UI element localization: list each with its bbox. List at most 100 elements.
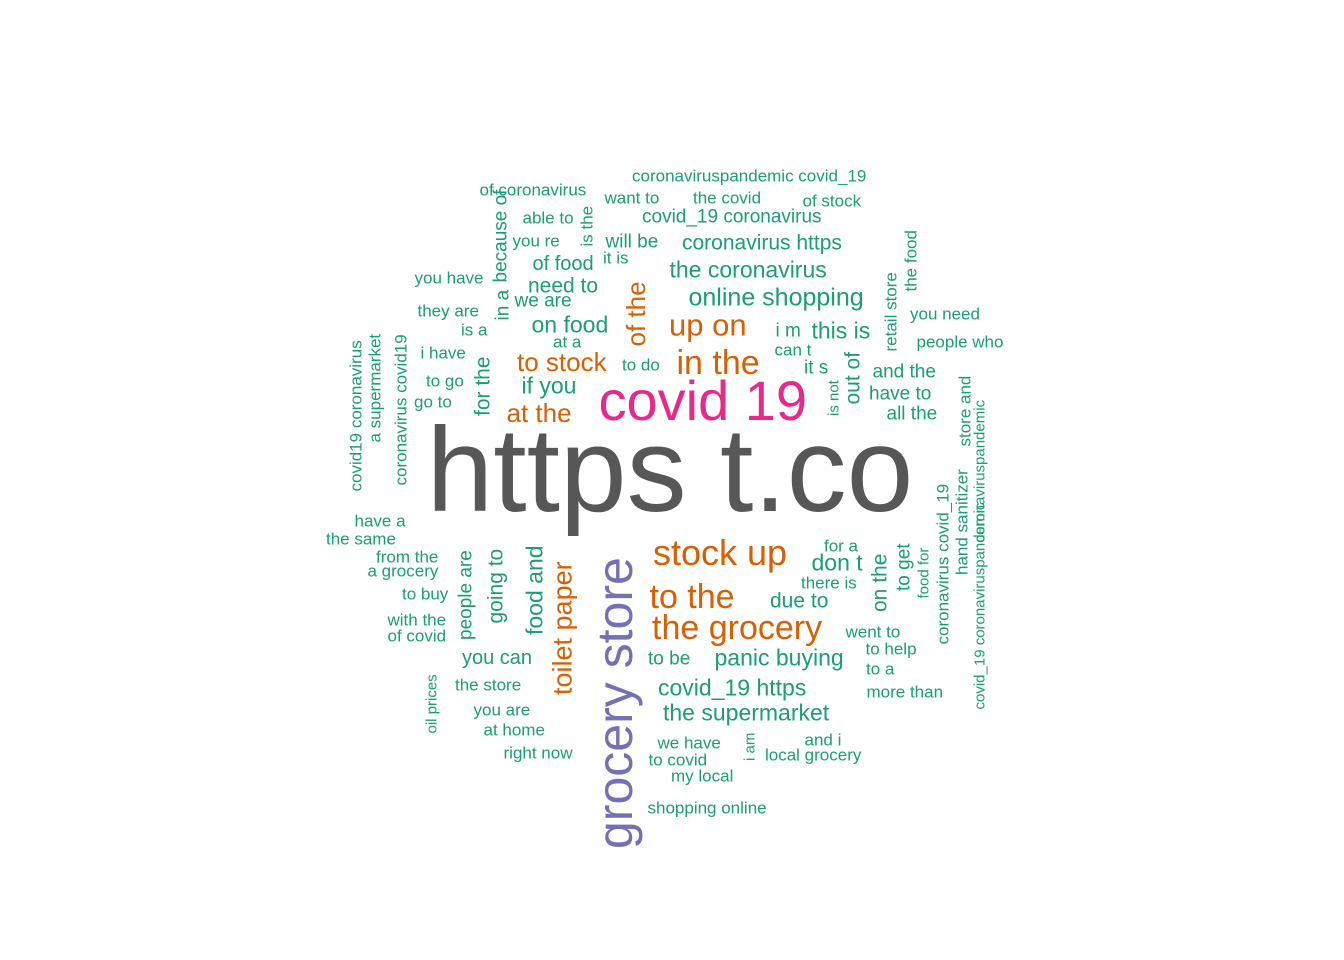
- cloud-word-at-home: at home: [483, 720, 545, 740]
- cloud-word-will-be: will be: [605, 231, 659, 253]
- cloud-word-at-the: at the: [506, 398, 572, 428]
- cloud-word-to-the: to the: [649, 578, 735, 616]
- cloud-word-for-a: for a: [824, 536, 859, 556]
- cloud-word-covid-19: covid 19: [598, 369, 808, 432]
- cloud-word-this-is: this is: [811, 317, 871, 344]
- cloud-word-i-am: i am: [741, 732, 759, 761]
- cloud-word-able-to: able to: [522, 208, 574, 228]
- cloud-word-is-a: is a: [461, 320, 488, 340]
- cloud-word-stock-up: stock up: [653, 532, 788, 573]
- cloud-word-grocery-store: grocery store: [587, 557, 643, 849]
- cloud-word-right-now: right now: [503, 743, 573, 763]
- cloud-word-toilet-paper: toilet paper: [547, 561, 578, 695]
- cloud-word-they-are: they are: [417, 301, 479, 321]
- cloud-word-the-same: the same: [326, 529, 396, 549]
- cloud-word-it-is: it is: [603, 248, 629, 268]
- cloud-word-the-food: the food: [901, 230, 921, 292]
- cloud-word-in-the: in the: [676, 344, 760, 382]
- cloud-word-we-have: we have: [657, 733, 721, 753]
- cloud-word-coronavirus-covid-19: coronavirus covid_19: [933, 483, 953, 645]
- cloud-word-have-to: have to: [869, 383, 932, 405]
- cloud-word-coronavirus-covid19: coronavirus covid19: [391, 334, 411, 486]
- cloud-word-all-the: all the: [886, 403, 938, 425]
- cloud-word-want-to: want to: [604, 188, 660, 208]
- cloud-word-covid-19-https: covid_19 https: [658, 674, 807, 701]
- cloud-word-https-t-co: https t.co: [426, 403, 914, 537]
- cloud-word-a-grocery: a grocery: [367, 561, 439, 581]
- cloud-word-the-coronavirus: the coronavirus: [669, 256, 827, 283]
- cloud-word-to-covid: to covid: [648, 750, 708, 770]
- cloud-word-you-re: you re: [512, 231, 560, 251]
- cloud-word-to-buy: to buy: [402, 584, 449, 604]
- cloud-word-go-to: go to: [414, 392, 452, 412]
- cloud-word-shopping-online: shopping online: [647, 798, 767, 818]
- cloud-word-it-s: it s: [804, 357, 829, 379]
- cloud-word-at-a: at a: [553, 332, 582, 352]
- cloud-word-local-grocery: local grocery: [765, 745, 862, 765]
- cloud-word-of-coronavirus: of coronavirus: [479, 180, 587, 200]
- cloud-word-to-be: to be: [648, 648, 691, 670]
- cloud-word-hand-sanitizer: hand sanitizer: [952, 469, 972, 575]
- cloud-word-you-are: you are: [473, 700, 531, 720]
- cloud-word-and-the: and the: [872, 361, 936, 383]
- cloud-word-i-have: i have: [420, 343, 466, 363]
- cloud-word-have-a: have a: [354, 511, 406, 531]
- cloud-word-and-i: and i: [804, 730, 842, 750]
- cloud-word-of-covid: of covid: [387, 626, 447, 646]
- cloud-word-for-the: for the: [471, 356, 495, 416]
- cloud-word-oil-prices: oil prices: [423, 674, 441, 734]
- cloud-word-is-not: is not: [825, 380, 843, 416]
- cloud-word-coronaviruspandemic-covid-19: coronaviruspandemic covid_19: [632, 166, 867, 186]
- cloud-word-a-supermarket: a supermarket: [365, 333, 385, 443]
- cloud-word-of-the: of the: [621, 281, 651, 347]
- cloud-word-out-of: out of: [841, 351, 865, 405]
- cloud-word-you-can: you can: [462, 647, 533, 669]
- cloud-word-up-on: up on: [669, 307, 747, 343]
- cloud-word-coronavirus-https: coronavirus https: [682, 231, 842, 255]
- cloud-word-to-a: to a: [866, 659, 895, 679]
- cloud-word-to-do: to do: [622, 355, 660, 375]
- cloud-word-food-and: food and: [521, 545, 548, 635]
- cloud-word-the-supermarket: the supermarket: [663, 699, 830, 726]
- cloud-word-food-for: food for: [915, 547, 933, 599]
- cloud-word-panic-buying: panic buying: [714, 644, 844, 671]
- cloud-word-covid-19-coronavirus: covid_19 coronavirus: [642, 206, 822, 228]
- cloud-word-covid-19-coronaviruspandemic: covid_19 coronaviruspandemic: [971, 502, 989, 710]
- cloud-word-need-to: need to: [528, 274, 599, 298]
- cloud-word-the-store: the store: [455, 675, 522, 695]
- cloud-word-more-than: more than: [866, 682, 944, 702]
- cloud-word-don-t: don t: [811, 549, 863, 576]
- cloud-word-with-the: with the: [387, 610, 447, 630]
- cloud-word-we-are: we are: [514, 290, 572, 312]
- cloud-word-of-stock: of stock: [802, 191, 862, 211]
- cloud-word-to-get: to get: [893, 543, 915, 591]
- cloud-word-you-need: you need: [910, 304, 980, 324]
- cloud-word-because-of: because of: [490, 189, 512, 283]
- cloud-word-people-who: people who: [916, 332, 1004, 352]
- cloud-word-on-food: on food: [531, 311, 609, 338]
- cloud-word-people-are: people are: [455, 550, 477, 640]
- cloud-word-from-the: from the: [376, 547, 439, 567]
- cloud-word-to-stock: to stock: [517, 347, 607, 377]
- cloud-word-there-is: there is: [801, 573, 857, 593]
- cloud-word-to-help: to help: [865, 639, 917, 659]
- cloud-word-of-food: of food: [532, 253, 594, 275]
- cloud-word-online-shopping: online shopping: [688, 283, 864, 312]
- cloud-word-is-the: is the: [577, 205, 597, 247]
- cloud-word-to-go: to go: [426, 371, 464, 391]
- cloud-word-if-you: if you: [521, 372, 577, 399]
- cloud-word-my-local: my local: [671, 766, 734, 786]
- cloud-word-went-to: went to: [845, 622, 901, 642]
- cloud-word-due-to: due to: [770, 589, 829, 613]
- cloud-word-the-covid: the covid: [693, 188, 762, 208]
- cloud-word-retail-store: retail store: [881, 272, 901, 352]
- cloud-word-covid19-coronavirus: covid19 coronavirus: [346, 340, 366, 492]
- cloud-word-can-t: can t: [774, 340, 812, 360]
- cloud-word-in-a: in a: [492, 289, 514, 321]
- cloud-word-the-grocery: the grocery: [652, 609, 823, 647]
- cloud-word-i-m: i m: [775, 320, 801, 342]
- cloud-word-on-the: on the: [868, 553, 892, 612]
- cloud-word-you-have: you have: [414, 268, 484, 288]
- cloud-word-going-to: going to: [484, 548, 508, 624]
